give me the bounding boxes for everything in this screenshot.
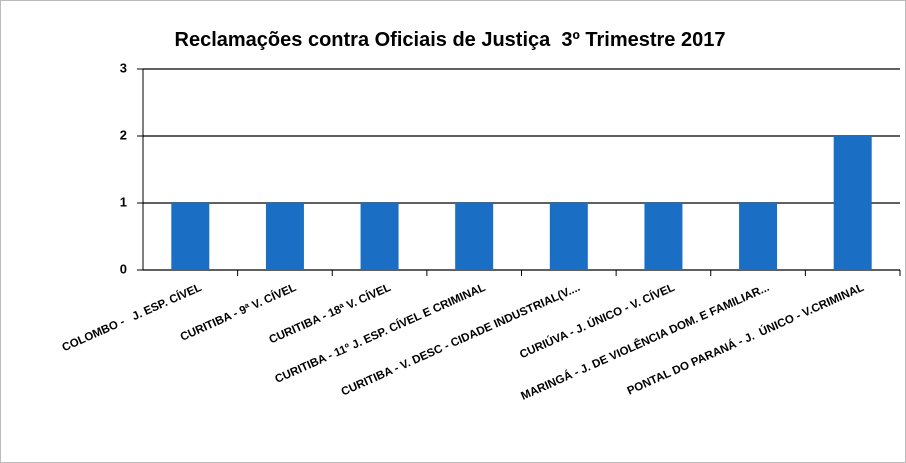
bar xyxy=(360,203,399,270)
bar xyxy=(739,203,778,270)
y-tick-label: 0 xyxy=(120,261,127,276)
y-tick-label: 2 xyxy=(120,127,127,142)
bar xyxy=(833,136,872,270)
y-tick-label: 3 xyxy=(120,60,127,75)
bar xyxy=(549,203,588,270)
y-tick-label: 1 xyxy=(120,194,127,209)
bar xyxy=(644,203,683,270)
bar xyxy=(455,203,494,270)
bar xyxy=(265,203,304,270)
chart-title: Reclamações contra Oficiais de Justiça 3… xyxy=(175,29,726,51)
bar xyxy=(171,203,210,270)
